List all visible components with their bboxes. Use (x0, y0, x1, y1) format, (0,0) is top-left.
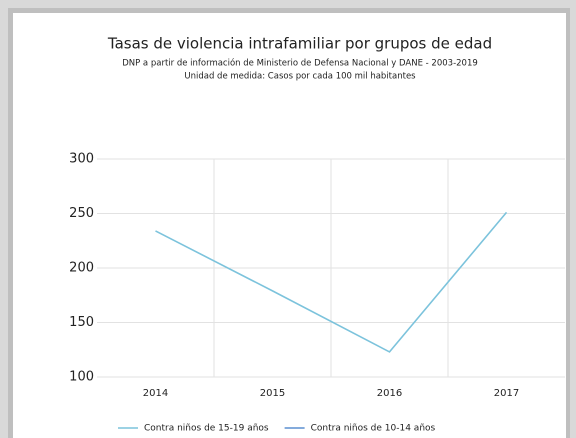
chart-subtitle: DNP a partir de información de Ministeri… (122, 58, 478, 69)
series-line (155, 211, 508, 353)
chart-title: Tasas de violencia intrafamiliar por gru… (107, 35, 492, 53)
x-tick-label: 2015 (260, 388, 285, 399)
chart-subtitle: Unidad de medida: Casos por cada 100 mil… (184, 72, 416, 82)
y-tick-label: 150 (69, 315, 94, 330)
legend-label: Contra niños de 15-19 años (144, 424, 269, 434)
x-tick-label: 2014 (143, 388, 168, 399)
y-tick-label: 250 (69, 206, 94, 221)
x-tick-label: 2017 (494, 388, 519, 399)
y-tick-label: 200 (69, 261, 94, 276)
card (13, 13, 566, 438)
y-tick-label: 100 (69, 370, 94, 385)
x-tick-label: 2016 (377, 388, 402, 399)
legend-label: Contra niños de 10-14 años (311, 424, 436, 434)
y-tick-label: 300 (69, 152, 94, 167)
